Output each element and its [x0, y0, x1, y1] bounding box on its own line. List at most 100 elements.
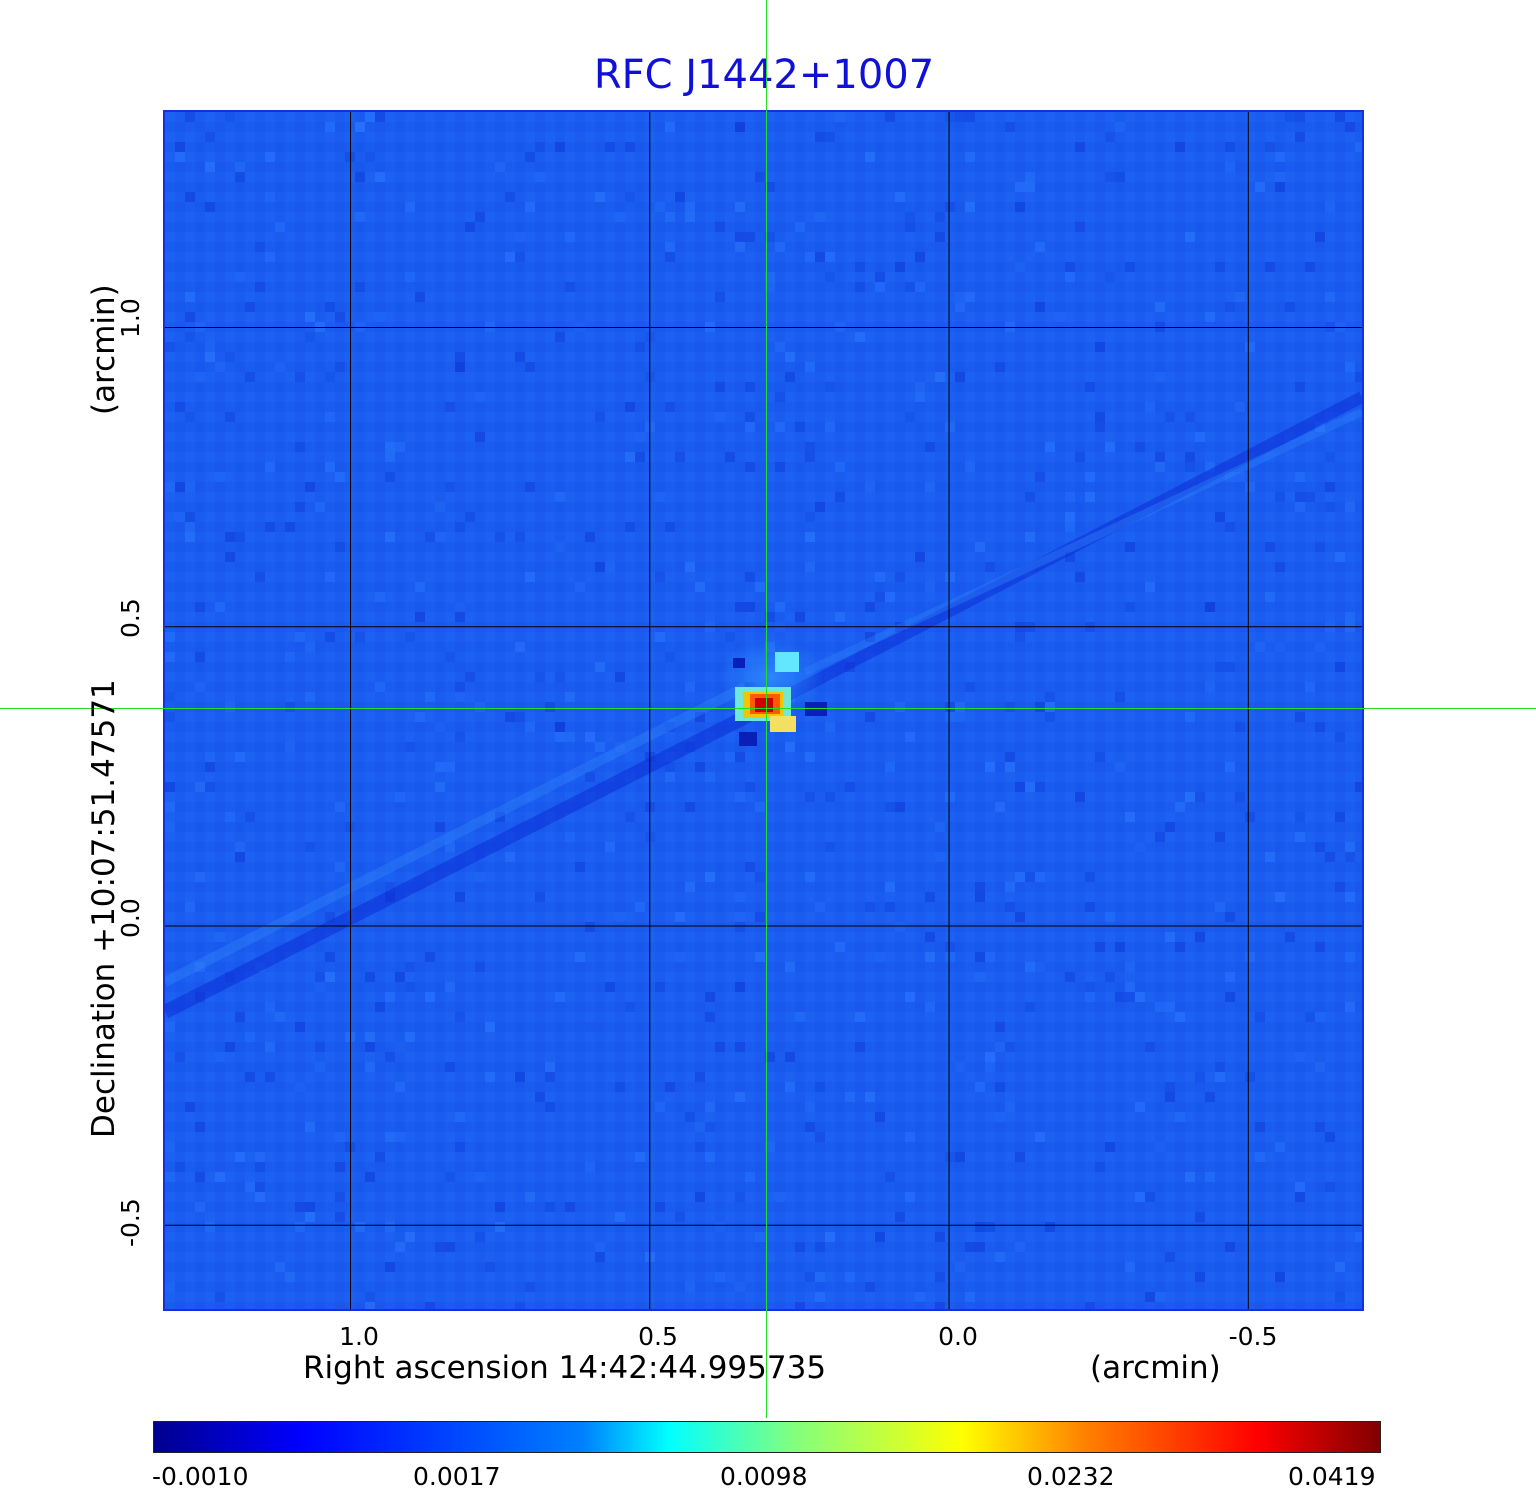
noise-pixel [325, 912, 335, 922]
noise-pixel [975, 1242, 985, 1252]
noise-pixel [165, 782, 175, 792]
noise-pixel [845, 1092, 855, 1102]
noise-pixel [1005, 752, 1015, 762]
noise-pixel [955, 1062, 965, 1072]
noise-pixel [955, 1152, 965, 1162]
noise-pixel [205, 342, 215, 352]
noise-pixel [825, 252, 835, 262]
noise-pixel [805, 362, 815, 372]
noise-pixel [1325, 452, 1335, 462]
noise-pixel [1275, 172, 1285, 182]
noise-pixel [395, 1242, 405, 1252]
noise-pixel [1125, 602, 1135, 612]
noise-pixel [1145, 1192, 1155, 1202]
noise-pixel [655, 1102, 665, 1112]
noise-pixel [1195, 432, 1205, 442]
noise-pixel [165, 342, 175, 352]
noise-pixel [825, 722, 835, 732]
noise-pixel [1275, 642, 1285, 652]
noise-pixel [515, 1072, 525, 1082]
noise-pixel [665, 242, 675, 252]
noise-pixel [1115, 692, 1125, 702]
noise-pixel [1295, 812, 1305, 822]
noise-pixel [375, 1002, 385, 1012]
noise-pixel [765, 1252, 775, 1262]
noise-pixel [965, 292, 975, 302]
noise-pixel [1085, 902, 1095, 912]
noise-pixel [575, 952, 585, 962]
x-tick-label: 0.5 [638, 1322, 678, 1351]
noise-pixel [975, 882, 985, 892]
image-plot-area[interactable] [163, 110, 1364, 1311]
noise-pixel [1125, 812, 1135, 822]
noise-pixel [1095, 942, 1105, 952]
noise-pixel [385, 472, 395, 482]
noise-pixel [215, 362, 225, 372]
noise-pixel [265, 1042, 275, 1052]
noise-pixel [835, 522, 845, 532]
noise-pixel [625, 812, 635, 822]
noise-pixel [1185, 452, 1195, 462]
noise-pixel [1145, 1292, 1155, 1302]
noise-pixel [675, 192, 685, 202]
noise-pixel [265, 462, 275, 472]
noise-pixel [225, 812, 235, 822]
noise-pixel [945, 202, 955, 212]
noise-pixel [305, 312, 315, 322]
noise-pixel [955, 372, 965, 382]
noise-pixel [365, 112, 375, 122]
noise-pixel [865, 632, 875, 642]
noise-pixel [255, 282, 265, 292]
noise-pixel [1235, 402, 1245, 412]
noise-pixel [965, 202, 975, 212]
noise-pixel [805, 512, 815, 522]
noise-pixel [175, 142, 185, 152]
noise-pixel [455, 602, 465, 612]
noise-pixel [875, 572, 885, 582]
noise-pixel [665, 652, 675, 662]
noise-pixel [315, 982, 325, 992]
noise-pixel [955, 302, 965, 312]
noise-pixel [765, 282, 775, 292]
noise-pixel [665, 722, 675, 732]
noise-pixel [685, 1112, 695, 1122]
noise-pixel [1345, 612, 1355, 622]
noise-pixel [935, 372, 945, 382]
noise-pixel [705, 772, 715, 782]
noise-pixel [1165, 1252, 1175, 1262]
noise-pixel [305, 1212, 315, 1222]
noise-pixel [275, 222, 285, 232]
noise-pixel [405, 982, 415, 992]
noise-pixel [1135, 1102, 1145, 1112]
noise-pixel [505, 712, 515, 722]
noise-pixel [1145, 1042, 1155, 1052]
noise-pixel [475, 1232, 485, 1242]
noise-pixel [1115, 122, 1125, 132]
noise-pixel [375, 592, 385, 602]
noise-pixel [395, 972, 405, 982]
noise-pixel [985, 1062, 995, 1072]
noise-pixel [1315, 942, 1325, 952]
noise-pixel [465, 672, 475, 682]
noise-pixel [555, 672, 565, 682]
noise-pixel [405, 742, 415, 752]
noise-pixel [1035, 1132, 1045, 1142]
noise-pixel [195, 872, 205, 882]
noise-pixel [935, 1272, 945, 1282]
noise-pixel [235, 1152, 245, 1162]
noise-pixel [995, 1022, 1005, 1032]
noise-pixel [1315, 722, 1325, 732]
noise-pixel [1035, 702, 1045, 712]
noise-pixel [475, 212, 485, 222]
noise-pixel [305, 692, 315, 702]
noise-pixel [785, 962, 795, 972]
noise-pixel [1025, 872, 1035, 882]
noise-pixel [845, 1272, 855, 1282]
noise-pixel [635, 452, 645, 462]
noise-pixel [945, 572, 955, 582]
noise-pixel [1005, 702, 1015, 712]
noise-pixel [1225, 302, 1235, 312]
noise-pixel [895, 262, 905, 272]
noise-pixel [305, 1122, 315, 1132]
noise-pixel [885, 762, 895, 772]
